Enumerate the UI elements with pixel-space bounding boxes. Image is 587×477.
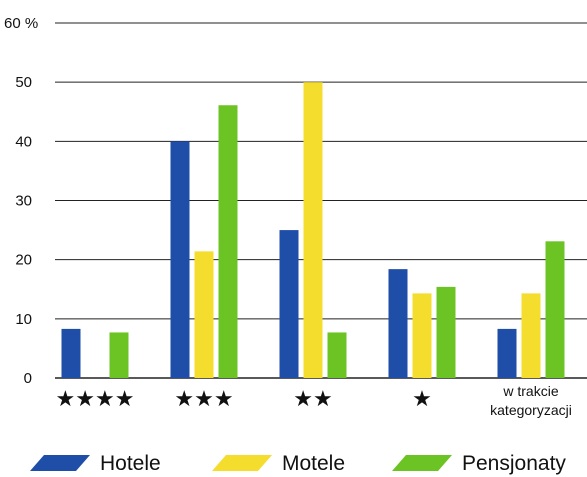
bar-hotele: [388, 269, 408, 378]
y-tick-label: 20: [15, 252, 32, 269]
legend-label: Motele: [282, 452, 345, 475]
bar-motele: [303, 82, 323, 379]
x-category-label: ★★★: [174, 387, 233, 412]
x-category-label: ★: [412, 387, 432, 412]
x-category-label: kategoryzacji: [490, 402, 572, 418]
bar-hotele: [279, 230, 299, 378]
y-tick-label: 60 %: [4, 15, 38, 32]
legend-swatch: [212, 455, 272, 471]
bar-pensjonaty: [545, 241, 565, 378]
legend-label: Pensjonaty: [462, 452, 566, 475]
bar-pensjonaty: [327, 332, 347, 378]
y-tick-label: 30: [15, 193, 32, 210]
bar-hotele: [61, 328, 81, 378]
bar-hotele: [497, 328, 517, 378]
legend-swatch: [30, 455, 90, 471]
bar-hotele: [170, 141, 190, 378]
x-category-label: ★★: [293, 387, 332, 412]
bar-pensjonaty: [218, 105, 238, 378]
y-tick-label: 0: [24, 370, 32, 387]
y-tick-label: 50: [15, 74, 32, 91]
y-tick-label: 10: [15, 311, 32, 328]
legend-swatch: [392, 455, 452, 471]
bar-motele: [194, 251, 214, 378]
y-axis-ticks: 0 10 20 30 40 50 60 %: [4, 15, 38, 387]
x-category-label: w trakcie: [502, 383, 558, 399]
bars: [61, 82, 565, 379]
y-tick-label: 40: [15, 133, 32, 150]
x-category-label: ★★★★: [56, 387, 135, 412]
bar-pensjonaty: [109, 332, 129, 378]
bar-motele: [521, 293, 541, 378]
legend-label: Hotele: [100, 452, 161, 475]
bar-pensjonaty: [436, 286, 456, 378]
legend: Hotele Motele Pensjonaty: [30, 452, 566, 475]
bar-motele: [412, 293, 432, 378]
